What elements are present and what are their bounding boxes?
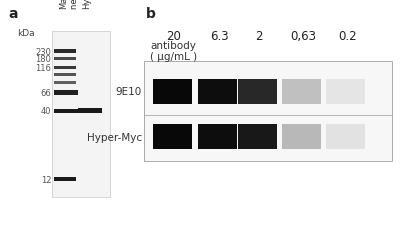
Bar	[54, 109, 78, 113]
Text: b: b	[146, 7, 156, 21]
Bar	[198, 79, 237, 104]
Bar	[52, 32, 110, 197]
Bar	[78, 109, 102, 114]
Text: ( µg/mL ): ( µg/mL )	[150, 52, 197, 62]
Text: 20: 20	[166, 30, 182, 43]
Text: 180: 180	[35, 54, 51, 64]
Bar	[153, 125, 192, 150]
Bar	[326, 125, 365, 150]
Bar	[54, 91, 78, 95]
Bar	[54, 50, 76, 54]
Text: neg. Ctrl: neg. Ctrl	[70, 0, 79, 9]
Text: Hyper-Myc: Hyper-Myc	[82, 0, 91, 9]
Text: 66: 66	[40, 89, 51, 98]
Text: 40: 40	[41, 107, 51, 116]
Text: 0,63: 0,63	[290, 30, 316, 43]
Bar	[54, 67, 76, 70]
Bar	[54, 74, 76, 77]
Bar	[144, 61, 392, 161]
Bar	[282, 125, 321, 150]
Text: 116: 116	[35, 64, 51, 73]
Text: 2: 2	[256, 30, 263, 43]
Bar	[238, 79, 277, 104]
Bar	[153, 79, 192, 104]
Bar	[326, 79, 365, 104]
Bar	[54, 177, 76, 181]
Text: a: a	[9, 7, 18, 21]
Text: 12: 12	[41, 175, 51, 184]
Text: 230: 230	[35, 48, 51, 57]
Text: 9E10: 9E10	[116, 87, 142, 97]
Bar	[54, 57, 76, 61]
Bar	[238, 125, 277, 150]
Text: kDa: kDa	[17, 28, 34, 37]
Bar	[198, 125, 237, 150]
Text: antibody: antibody	[150, 40, 196, 50]
Bar	[54, 81, 76, 84]
Text: 0.2: 0.2	[338, 30, 356, 43]
Text: Marker: Marker	[59, 0, 68, 9]
Text: Hyper-Myc: Hyper-Myc	[87, 132, 142, 142]
Bar	[282, 79, 321, 104]
Text: 6.3: 6.3	[210, 30, 228, 43]
